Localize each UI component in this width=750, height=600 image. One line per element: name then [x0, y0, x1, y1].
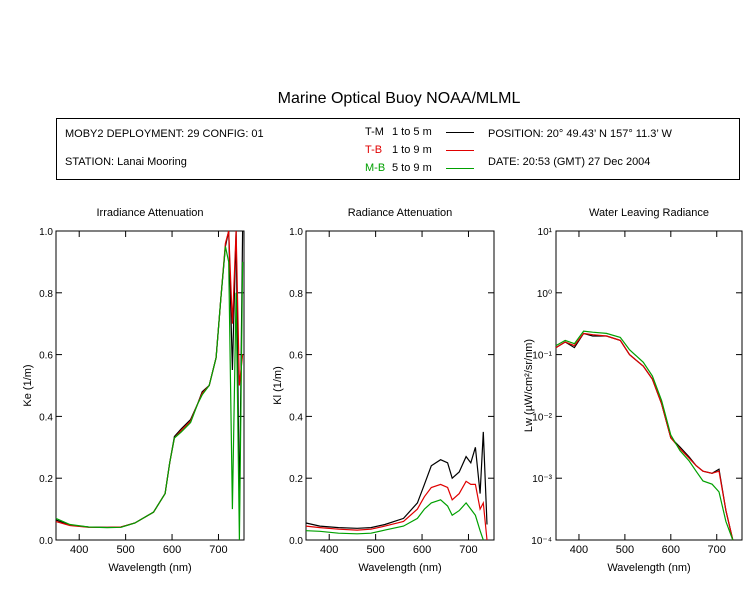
legend-code-tb: T-B	[365, 144, 383, 156]
legend-line-tb	[446, 150, 474, 151]
position-text: POSITION: 20° 49.43’ N 157° 11.3’ W	[488, 128, 672, 140]
legend-code-tm: T-M	[365, 126, 384, 138]
series-line-t-b	[305, 480, 488, 541]
y-tick-label: 10⁻³	[532, 474, 552, 485]
series-line-t-b	[55, 230, 244, 528]
date-text: DATE: 20:53 (GMT) 27 Dec 2004	[488, 156, 651, 168]
y-tick-label: 10⁻⁴	[531, 536, 552, 547]
series-line-t-m	[305, 431, 488, 529]
chart-title: Irradiance Attenuation	[96, 207, 203, 219]
y-tick-label: 0.4	[39, 412, 53, 423]
series-line-m-b	[55, 246, 244, 541]
y-tick-label: 0.8	[289, 289, 303, 300]
y-tick-label: 0.8	[39, 289, 53, 300]
x-tick-label: 600	[163, 544, 181, 556]
legend-range-mb: 5 to 9 m	[392, 162, 432, 174]
y-tick-label: 10⁻¹	[532, 351, 552, 362]
x-tick-label: 500	[616, 544, 634, 556]
y-tick-label: 0.6	[289, 351, 303, 362]
y-axis-label: Lw (µW/cm²/sr/nm)	[523, 339, 535, 432]
legend-range-tb: 1 to 9 m	[392, 144, 432, 156]
chart-title: Water Leaving Radiance	[589, 207, 709, 219]
series-line-t-m	[55, 230, 244, 528]
plot-frame	[555, 230, 743, 541]
x-tick-label: 500	[116, 544, 134, 556]
x-tick-label: 700	[708, 544, 726, 556]
x-tick-label: 600	[662, 544, 680, 556]
y-tick-label: 0.0	[39, 536, 53, 547]
x-tick-label: 700	[459, 544, 477, 556]
series-line-t-b	[555, 332, 734, 541]
x-tick-label: 500	[366, 544, 384, 556]
x-axis-label: Wavelength (nm)	[358, 562, 441, 574]
x-tick-label: 600	[413, 544, 431, 556]
x-axis-label: Wavelength (nm)	[607, 562, 690, 574]
chart-title: Radiance Attenuation	[348, 207, 453, 219]
y-tick-label: 1.0	[39, 227, 53, 238]
y-tick-label: 10⁻²	[532, 412, 552, 423]
station-text: STATION: Lanai Mooring	[65, 156, 187, 168]
x-tick-label: 400	[570, 544, 588, 556]
y-tick-label: 0.4	[289, 412, 303, 423]
x-tick-label: 400	[320, 544, 338, 556]
y-tick-label: 0.0	[289, 536, 303, 547]
x-tick-label: 400	[70, 544, 88, 556]
y-tick-label: 10⁰	[537, 289, 552, 300]
y-tick-label: 0.2	[39, 474, 53, 485]
legend-line-mb	[446, 168, 474, 169]
y-tick-label: 0.6	[39, 351, 53, 362]
y-tick-label: 1.0	[289, 227, 303, 238]
series-line-m-b	[305, 499, 484, 541]
y-axis-label: Ke (1/m)	[22, 364, 34, 406]
x-tick-label: 700	[209, 544, 227, 556]
y-tick-label: 10¹	[538, 227, 553, 238]
deployment-text: MOBY2 DEPLOYMENT: 29 CONFIG: 01	[65, 128, 264, 140]
y-tick-label: 0.2	[289, 474, 303, 485]
legend-line-tm	[446, 132, 474, 133]
legend-range-tm: 1 to 5 m	[392, 126, 432, 138]
plot-frame	[305, 230, 495, 541]
legend-code-mb: M-B	[365, 162, 386, 174]
info-box: MOBY2 DEPLOYMENT: 29 CONFIG: 01 STATION:…	[56, 118, 740, 180]
series-line-m-b	[555, 330, 734, 541]
y-axis-label: Kl (1/m)	[272, 366, 284, 405]
plot-frame	[55, 230, 245, 541]
x-axis-label: Wavelength (nm)	[108, 562, 191, 574]
page-title: Marine Optical Buoy NOAA/MLML	[277, 90, 521, 107]
